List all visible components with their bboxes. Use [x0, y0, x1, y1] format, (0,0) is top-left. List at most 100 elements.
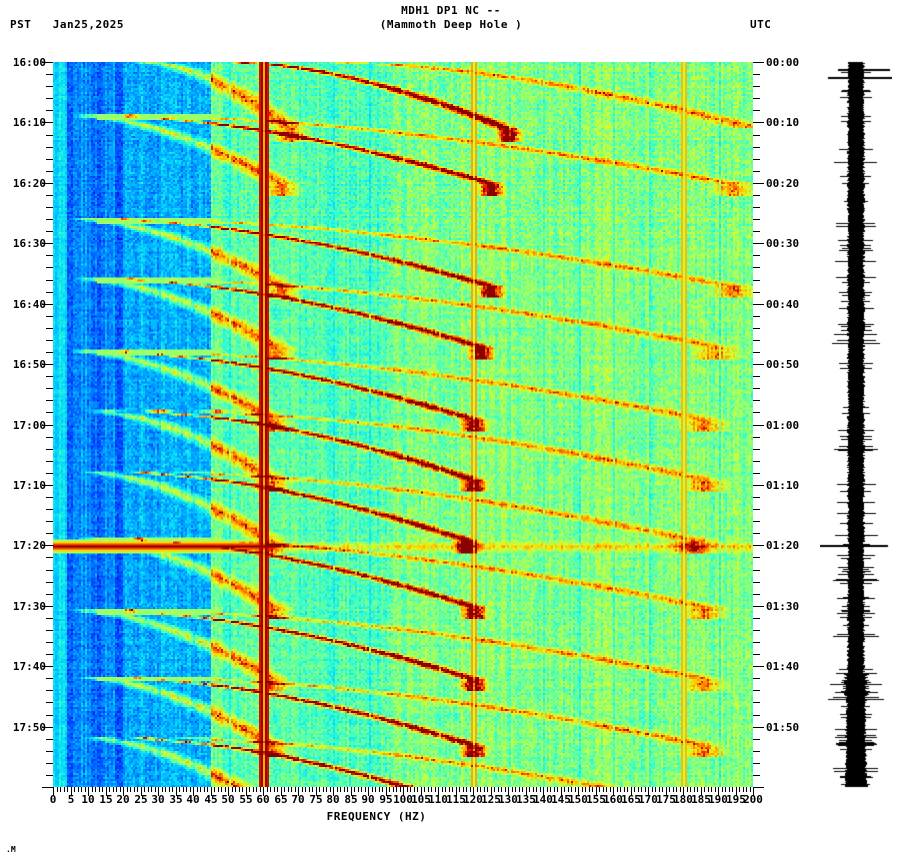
- x-tick-major: [158, 787, 159, 796]
- x-tick-major: [211, 787, 212, 796]
- x-tick-minor: [417, 787, 418, 792]
- y-tick-minor-right: [753, 594, 760, 595]
- x-tick-minor: [515, 787, 516, 792]
- x-tick-minor: [568, 787, 569, 792]
- y-tick-minor-left: [46, 171, 53, 172]
- x-axis-label: 180: [673, 793, 693, 806]
- y-tick-minor-left: [46, 678, 53, 679]
- x-tick-minor: [354, 787, 355, 792]
- y-tick-major-right: [753, 304, 764, 305]
- y-tick-minor-left: [46, 110, 53, 111]
- x-tick-major: [88, 787, 89, 796]
- y-tick-minor-left: [46, 449, 53, 450]
- x-tick-minor: [81, 787, 82, 792]
- x-tick-minor: [358, 787, 359, 792]
- x-tick-minor: [375, 787, 376, 792]
- y-axis-right-label: 01:30: [766, 600, 800, 613]
- x-tick-minor: [634, 787, 635, 792]
- x-axis-title: FREQUENCY (HZ): [326, 810, 427, 823]
- x-tick-minor: [729, 787, 730, 792]
- x-tick-minor: [137, 787, 138, 792]
- y-axis-left-label: 17:20: [12, 539, 46, 552]
- spectrogram-canvas[interactable]: [53, 62, 753, 787]
- x-tick-minor: [277, 787, 278, 792]
- y-tick-major-left: [42, 787, 53, 788]
- x-tick-minor: [134, 787, 135, 792]
- y-tick-minor-left: [46, 751, 53, 752]
- y-tick-minor-left: [46, 642, 53, 643]
- x-axis-label: 80: [326, 793, 340, 806]
- y-tick-minor-right: [753, 461, 760, 462]
- y-tick-minor-right: [753, 497, 760, 498]
- x-tick-minor: [274, 787, 275, 792]
- x-tick-minor: [494, 787, 495, 792]
- y-tick-minor-right: [753, 473, 760, 474]
- x-tick-minor: [253, 787, 254, 792]
- x-tick-minor: [750, 787, 751, 792]
- x-tick-minor: [659, 787, 660, 792]
- y-tick-minor-left: [46, 219, 53, 220]
- x-axis-label: 75: [309, 793, 323, 806]
- x-tick-major: [613, 787, 614, 796]
- x-tick-minor: [323, 787, 324, 792]
- y-tick-major-right: [753, 727, 764, 728]
- y-tick-minor-right: [753, 618, 760, 619]
- y-axis-left-label: 17:30: [12, 600, 46, 613]
- x-tick-minor: [557, 787, 558, 792]
- x-tick-major: [736, 787, 737, 796]
- seismogram-trace-canvas[interactable]: [820, 58, 892, 790]
- x-axis-label: 25: [134, 793, 148, 806]
- y-tick-minor-left: [46, 521, 53, 522]
- y-axis-right-label: 01:10: [766, 479, 800, 492]
- y-tick-minor-right: [753, 642, 760, 643]
- x-tick-minor: [477, 787, 478, 792]
- x-tick-major: [718, 787, 719, 796]
- x-tick-minor: [589, 787, 590, 792]
- y-tick-minor-left: [46, 702, 53, 703]
- x-tick-minor: [393, 787, 394, 792]
- x-axis-label: 165: [621, 793, 641, 806]
- x-tick-minor: [309, 787, 310, 792]
- x-tick-minor: [743, 787, 744, 792]
- y-tick-minor-right: [753, 449, 760, 450]
- y-tick-minor-right: [753, 521, 760, 522]
- y-tick-minor-left: [46, 340, 53, 341]
- x-tick-minor: [540, 787, 541, 792]
- x-axis-label: 60: [256, 793, 270, 806]
- x-tick-minor: [697, 787, 698, 792]
- x-tick-minor: [347, 787, 348, 792]
- x-tick-minor: [470, 787, 471, 792]
- x-tick-major: [106, 787, 107, 796]
- x-tick-minor: [295, 787, 296, 792]
- y-axis-right-label: 00:00: [766, 56, 800, 69]
- y-tick-minor-right: [753, 340, 760, 341]
- x-tick-minor: [522, 787, 523, 792]
- x-axis-label: 20: [116, 793, 130, 806]
- y-tick-minor-right: [753, 376, 760, 377]
- y-tick-major-right: [753, 787, 764, 788]
- y-tick-minor-right: [753, 292, 760, 293]
- y-tick-minor-right: [753, 255, 760, 256]
- x-tick-minor: [340, 787, 341, 792]
- x-tick-major: [386, 787, 387, 796]
- x-tick-minor: [694, 787, 695, 792]
- y-tick-minor-left: [46, 207, 53, 208]
- x-tick-minor: [312, 787, 313, 792]
- x-tick-major: [648, 787, 649, 796]
- x-tick-major: [263, 787, 264, 796]
- x-tick-minor: [585, 787, 586, 792]
- y-axis-right-label: 00:30: [766, 237, 800, 250]
- seismogram-trace-panel[interactable]: [820, 58, 892, 790]
- y-tick-minor-right: [753, 352, 760, 353]
- x-tick-major: [298, 787, 299, 796]
- x-tick-minor: [529, 787, 530, 792]
- spectrogram-plot[interactable]: [53, 62, 753, 787]
- x-tick-major: [561, 787, 562, 796]
- x-axis-label: 160: [603, 793, 623, 806]
- x-tick-minor: [207, 787, 208, 792]
- y-tick-major-right: [753, 545, 764, 546]
- x-tick-minor: [330, 787, 331, 792]
- y-axis-left-label: 16:30: [12, 237, 46, 250]
- y-tick-minor-right: [753, 388, 760, 389]
- x-tick-minor: [179, 787, 180, 792]
